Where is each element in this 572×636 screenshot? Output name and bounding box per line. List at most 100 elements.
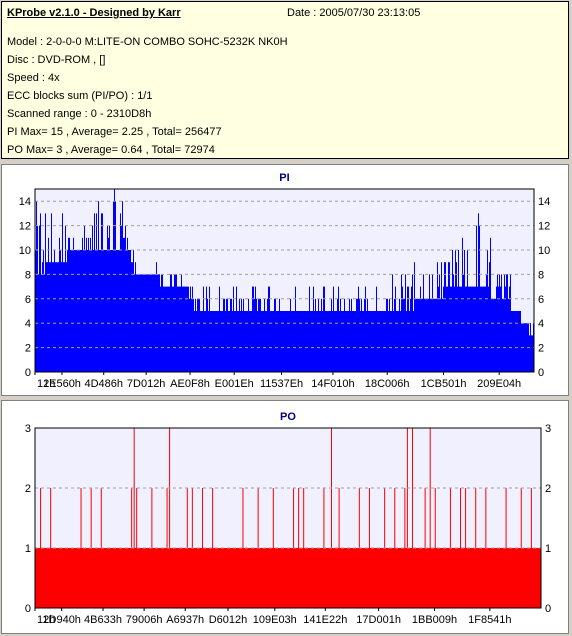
pi-bar — [363, 311, 364, 372]
po-spike — [166, 488, 168, 548]
pi-bar — [199, 298, 200, 372]
pi-bar — [46, 262, 47, 372]
pi-bar — [430, 298, 431, 372]
pi-bar — [341, 311, 342, 372]
pi-bar — [503, 298, 504, 372]
pi-bar — [249, 311, 250, 372]
pi-bar — [94, 213, 95, 372]
pi-bar — [59, 237, 60, 372]
pi-bar — [332, 311, 333, 372]
pi-bar — [423, 274, 424, 372]
po-spike — [429, 428, 431, 548]
pi-bar — [108, 237, 109, 372]
pi-bar — [450, 286, 451, 372]
pi-bar — [99, 250, 100, 372]
pi-bar — [191, 298, 192, 372]
y-tick-label-left: 12 — [19, 221, 31, 233]
pi-bar — [241, 298, 242, 372]
pi-bar — [97, 250, 98, 372]
pi-bar — [100, 250, 101, 372]
y-tick-label-left: 0 — [25, 367, 31, 379]
model-line: Model : 2-0-0-0 M:LITE-ON COMBO SOHC-523… — [7, 36, 288, 48]
pi-bar — [483, 286, 484, 372]
x-tick-label: 14F010h — [311, 378, 354, 390]
pi-bar — [73, 237, 74, 372]
po-spike — [323, 488, 325, 548]
pi-bar — [165, 286, 166, 372]
po-spike — [40, 488, 42, 548]
pi-bar — [192, 286, 193, 372]
pi-bar — [197, 298, 198, 372]
y-tick-label-right: 8 — [538, 269, 544, 281]
pi-bar — [368, 311, 369, 372]
pi-bar — [180, 286, 181, 372]
pi-bar — [492, 298, 493, 372]
pi-bar — [398, 311, 399, 372]
pi-bar — [203, 286, 204, 372]
pi-bar — [75, 250, 76, 372]
pi-bar — [298, 311, 299, 372]
pi-bar — [350, 311, 351, 372]
pi-bar — [293, 311, 294, 372]
pi-bar — [407, 286, 408, 372]
pi-bar — [275, 298, 276, 372]
pi-bar — [459, 286, 460, 372]
pi-bar — [514, 311, 515, 372]
pi-bar — [422, 298, 423, 372]
pi-bar — [507, 274, 508, 372]
pi-bar — [189, 298, 190, 372]
pi-bar — [119, 250, 120, 372]
pi-bar — [494, 298, 495, 372]
pi-bar — [36, 201, 37, 372]
pi-bar — [427, 298, 428, 372]
pi-bar — [51, 213, 52, 372]
pi-bar — [72, 250, 73, 372]
pi-bar — [231, 298, 232, 372]
pi-bar — [141, 274, 142, 372]
pi-bar — [305, 311, 306, 372]
pi-bar — [520, 311, 521, 372]
pi-bar — [475, 286, 476, 372]
pi-bar — [55, 262, 56, 372]
pi-bar — [74, 250, 75, 372]
pi-bar — [490, 237, 491, 372]
po-spike — [257, 488, 259, 548]
pi-bar — [358, 286, 359, 372]
pi-bar — [44, 274, 45, 372]
pi-bar — [238, 311, 239, 372]
pi-bar — [500, 286, 501, 372]
pi-bar — [292, 311, 293, 372]
pi-bar — [158, 274, 159, 372]
pi-bar — [183, 286, 184, 372]
pi-bar — [349, 298, 350, 372]
pi-bar — [436, 298, 437, 372]
pi-bar — [49, 262, 50, 372]
pi-bar — [204, 311, 205, 372]
pi-bar — [413, 311, 414, 372]
pi-bar — [365, 286, 366, 372]
x-tick-label: 1E560h — [43, 378, 81, 390]
pi-bar — [78, 250, 79, 372]
pi-bar — [111, 250, 112, 372]
pi-bar — [310, 311, 311, 372]
po-spike — [520, 488, 522, 548]
po-spike — [201, 488, 203, 548]
pi-bar — [342, 311, 343, 372]
pi-bar — [462, 237, 463, 372]
po-spike — [151, 488, 153, 548]
pi-bar — [98, 201, 99, 372]
x-tick-label: 79006h — [126, 614, 163, 626]
pi-bar — [326, 311, 327, 372]
pi-bar — [70, 250, 71, 372]
pi-bar — [473, 286, 474, 372]
pi-bar — [63, 262, 64, 372]
po-spike — [303, 488, 305, 548]
pi-bar — [264, 298, 265, 372]
pi-bar — [406, 311, 407, 372]
pi-bar — [411, 286, 412, 372]
po-spike — [424, 488, 426, 548]
pi-bar — [156, 262, 157, 372]
pi-bar — [403, 298, 404, 372]
pi-bar — [118, 250, 119, 372]
pi-bar — [176, 274, 177, 372]
